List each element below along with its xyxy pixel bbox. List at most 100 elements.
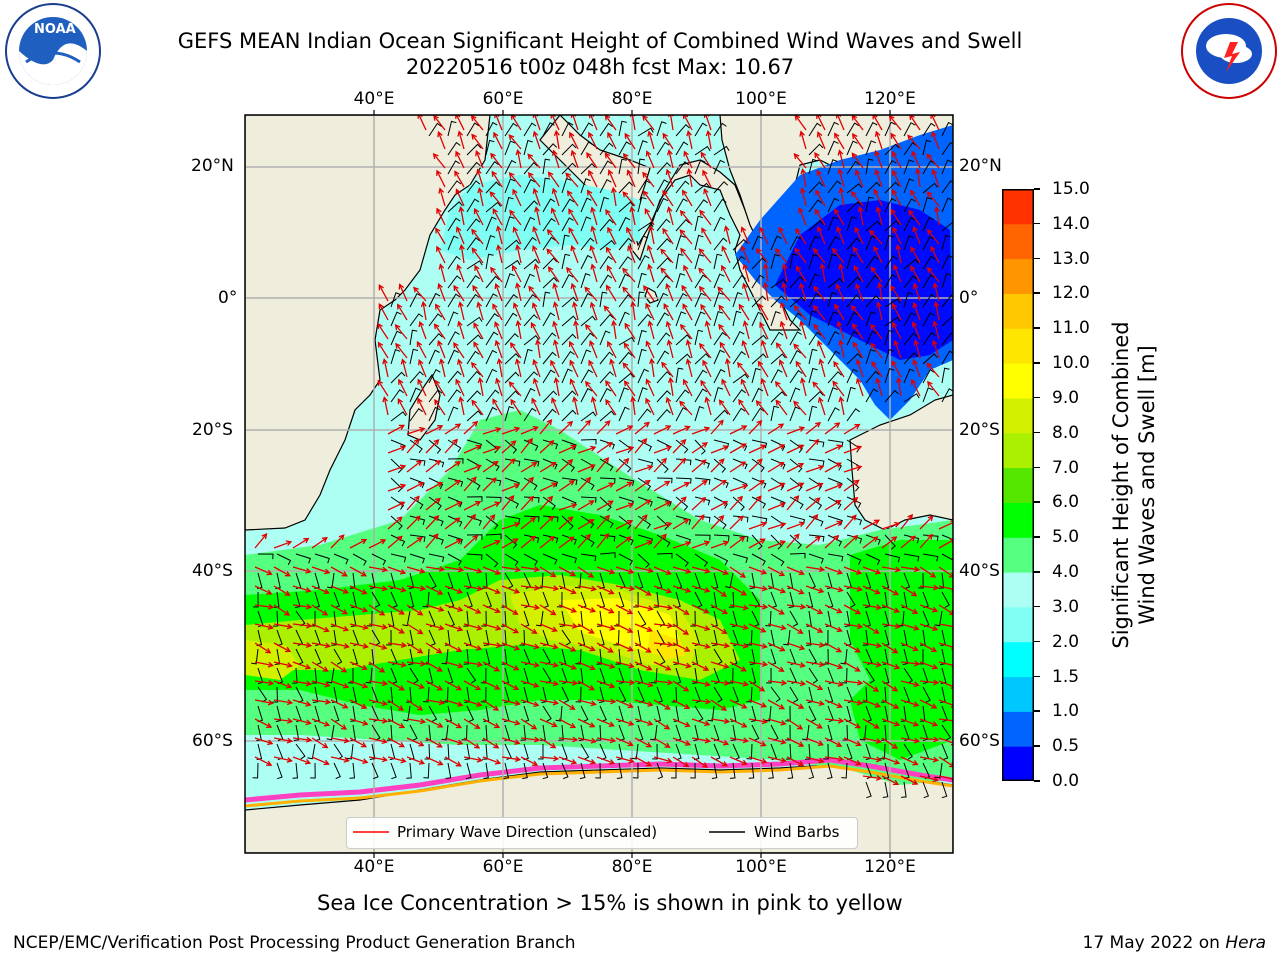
wave-arrow-head: [472, 420, 479, 427]
wave-arrow-head: [875, 301, 882, 308]
wave-direction-arrow: [558, 680, 577, 684]
wind-barb: [670, 763, 677, 779]
wave-arrow-head: [566, 266, 572, 273]
wave-arrow-head: [571, 301, 578, 308]
wave-direction-arrow: [577, 534, 591, 549]
wind-barb: [463, 610, 469, 627]
wave-arrow-head: [589, 244, 596, 252]
colorbar-segment: [1002, 537, 1034, 573]
wave-direction-arrow: [444, 501, 462, 511]
wind-barb: [846, 201, 862, 213]
wave-direction-arrow: [459, 207, 465, 226]
wave-arrow-head: [798, 482, 805, 488]
wave-arrow-head: [646, 665, 653, 671]
wind-barb: [618, 387, 629, 403]
wave-direction-arrow: [463, 566, 482, 573]
wave-direction-arrow: [818, 397, 826, 416]
wind-barb: [823, 648, 829, 665]
wave-direction-arrow: [748, 495, 762, 511]
wave-direction-arrow: [862, 756, 881, 761]
wave-arrow-head: [547, 266, 554, 273]
wave-arrow-head: [398, 378, 404, 385]
wave-direction-arrow: [444, 661, 463, 668]
wave-direction-arrow: [444, 461, 461, 473]
wave-direction-arrow: [254, 642, 271, 654]
wind-barb: [504, 273, 515, 289]
wave-arrow-head: [396, 535, 403, 542]
wave-direction-arrow: [870, 343, 883, 359]
wave-direction-arrow: [927, 267, 940, 283]
wave-direction-arrow: [653, 458, 667, 473]
wind-barb: [751, 367, 761, 384]
wave-direction-arrow: [615, 536, 631, 549]
wave-arrow-head: [323, 759, 330, 766]
wave-arrow-head: [931, 131, 937, 138]
wave-direction-arrow: [718, 324, 731, 340]
wave-arrow-head: [700, 151, 707, 158]
lat-label-right-40s: 40°S: [959, 561, 1000, 581]
wave-arrow-head: [590, 585, 598, 592]
wave-direction-arrow: [586, 152, 598, 169]
wave-arrow-head: [723, 663, 730, 669]
wind-barb: [575, 648, 582, 665]
wind-barb: [652, 743, 658, 760]
wave-direction-arrow: [463, 661, 482, 666]
wave-arrow-head: [647, 464, 654, 471]
wind-barb: [656, 686, 663, 704]
map-title-line1: GEFS MEAN Indian Ocean Significant Heigh…: [177, 29, 1023, 53]
wind-barb: [675, 198, 688, 213]
wave-arrow-head: [590, 396, 597, 403]
wave-direction-arrow: [433, 153, 446, 169]
wave-direction-arrow: [539, 419, 552, 435]
wave-arrow-head: [837, 755, 845, 762]
wave-arrow-head: [267, 661, 275, 668]
wind-barb: [694, 292, 706, 308]
wind-barb: [504, 312, 518, 327]
wave-arrow-head: [853, 265, 859, 272]
wave-arrow-head: [836, 608, 843, 614]
wave-arrow-head: [797, 628, 804, 634]
wave-arrow-head: [685, 358, 692, 365]
colorbar-tick-label: 6.0: [1052, 492, 1080, 513]
wind-barb: [599, 274, 613, 289]
wave-direction-arrow: [330, 566, 348, 577]
wave-direction-arrow: [816, 170, 826, 188]
wave-direction-arrow: [881, 522, 900, 530]
wave-arrow-head: [874, 168, 881, 176]
wave-arrow-head: [799, 187, 806, 194]
wind-barb: [694, 234, 704, 251]
wind-barb: [447, 180, 462, 194]
wave-direction-arrow: [710, 699, 727, 711]
wave-direction-arrow: [843, 604, 861, 615]
wave-arrow-head: [720, 479, 727, 486]
wave-arrow-head: [913, 339, 920, 346]
wave-arrow-head: [417, 481, 425, 488]
wave-direction-arrow: [872, 115, 883, 131]
wave-direction-arrow: [571, 283, 579, 302]
lon-label-bottom-100e: 100°E: [735, 857, 787, 877]
wave-arrow-head: [453, 341, 459, 349]
wind-barb: [466, 198, 480, 213]
wind-barb: [523, 534, 540, 544]
wave-direction-arrow: [482, 680, 500, 690]
wind-barb: [711, 762, 718, 779]
wave-direction-arrow: [378, 303, 389, 321]
wave-arrow-head: [932, 625, 939, 632]
wind-barb: [694, 439, 706, 455]
wind-barb: [922, 139, 932, 156]
wave-direction-arrow: [520, 566, 539, 571]
wave-direction-arrow: [710, 445, 729, 454]
wave-direction-arrow: [558, 604, 577, 613]
wind-barb: [485, 216, 497, 232]
wave-direction-arrow: [805, 585, 824, 593]
wave-arrow-head: [624, 132, 631, 139]
wave-direction-arrow: [311, 537, 328, 549]
wave-direction-arrow: [566, 267, 579, 283]
wave-direction-arrow: [634, 680, 653, 687]
wind-barb: [635, 629, 641, 646]
wave-arrow-head: [584, 323, 591, 330]
wind-barb: [713, 458, 727, 473]
wave-arrow-head: [741, 425, 748, 431]
wind-barb: [618, 141, 631, 156]
wave-direction-arrow: [729, 443, 746, 454]
